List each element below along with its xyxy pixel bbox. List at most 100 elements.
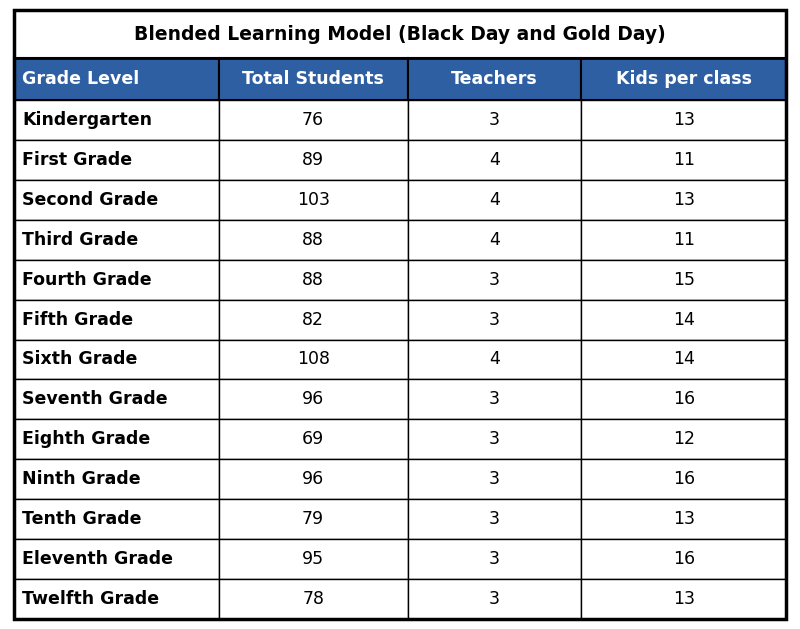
Bar: [14, 459, 218, 499]
Bar: [408, 420, 582, 459]
Bar: [582, 579, 786, 619]
Bar: [14, 539, 218, 579]
Text: Ninth Grade: Ninth Grade: [22, 470, 141, 488]
Text: 15: 15: [673, 270, 694, 289]
Bar: [582, 140, 786, 180]
Text: 3: 3: [489, 391, 500, 408]
Bar: [218, 499, 408, 539]
Text: 3: 3: [489, 111, 500, 129]
Text: 11: 11: [673, 231, 694, 248]
Text: Sixth Grade: Sixth Grade: [22, 350, 138, 369]
Text: 88: 88: [302, 231, 324, 248]
Bar: [408, 459, 582, 499]
Bar: [582, 499, 786, 539]
Text: First Grade: First Grade: [22, 151, 132, 169]
Text: 4: 4: [489, 231, 500, 248]
Bar: [408, 579, 582, 619]
Text: 89: 89: [302, 151, 324, 169]
Bar: [14, 58, 218, 100]
Bar: [582, 100, 786, 140]
Text: Tenth Grade: Tenth Grade: [22, 510, 142, 528]
Text: 13: 13: [673, 590, 694, 608]
Text: 69: 69: [302, 430, 324, 448]
Bar: [408, 140, 582, 180]
Text: Kindergarten: Kindergarten: [22, 111, 152, 129]
Text: Kids per class: Kids per class: [616, 70, 752, 88]
Bar: [582, 420, 786, 459]
Text: 14: 14: [673, 350, 694, 369]
Text: 13: 13: [673, 111, 694, 129]
Text: 96: 96: [302, 470, 324, 488]
Text: 13: 13: [673, 510, 694, 528]
Text: Fourth Grade: Fourth Grade: [22, 270, 152, 289]
Bar: [582, 340, 786, 379]
Text: Seventh Grade: Seventh Grade: [22, 391, 168, 408]
Text: 79: 79: [302, 510, 324, 528]
Bar: [218, 180, 408, 220]
Bar: [408, 340, 582, 379]
Bar: [14, 260, 218, 299]
Bar: [582, 180, 786, 220]
Bar: [14, 340, 218, 379]
Bar: [408, 379, 582, 420]
Text: 16: 16: [673, 550, 694, 568]
Bar: [14, 180, 218, 220]
Text: 4: 4: [489, 151, 500, 169]
Bar: [408, 180, 582, 220]
Bar: [408, 220, 582, 260]
Bar: [582, 260, 786, 299]
Bar: [218, 579, 408, 619]
Text: Teachers: Teachers: [451, 70, 538, 88]
Text: 4: 4: [489, 191, 500, 209]
Text: 82: 82: [302, 311, 324, 328]
Bar: [14, 100, 218, 140]
Bar: [582, 459, 786, 499]
Text: 12: 12: [673, 430, 694, 448]
Text: 13: 13: [673, 191, 694, 209]
Text: 14: 14: [673, 311, 694, 328]
Bar: [14, 299, 218, 340]
Text: Twelfth Grade: Twelfth Grade: [22, 590, 159, 608]
Text: 3: 3: [489, 430, 500, 448]
Text: 3: 3: [489, 550, 500, 568]
Text: Third Grade: Third Grade: [22, 231, 138, 248]
Bar: [582, 299, 786, 340]
Text: Fifth Grade: Fifth Grade: [22, 311, 133, 328]
Bar: [218, 58, 408, 100]
Text: 16: 16: [673, 391, 694, 408]
Bar: [408, 260, 582, 299]
Bar: [14, 140, 218, 180]
Bar: [218, 299, 408, 340]
Text: 78: 78: [302, 590, 324, 608]
Text: 108: 108: [297, 350, 330, 369]
Text: Second Grade: Second Grade: [22, 191, 158, 209]
Bar: [408, 499, 582, 539]
Text: 95: 95: [302, 550, 324, 568]
Bar: [14, 220, 218, 260]
Text: Grade Level: Grade Level: [22, 70, 139, 88]
Bar: [218, 220, 408, 260]
Bar: [582, 539, 786, 579]
Bar: [14, 499, 218, 539]
Text: 16: 16: [673, 470, 694, 488]
Bar: [14, 10, 786, 58]
Text: 4: 4: [489, 350, 500, 369]
Bar: [582, 220, 786, 260]
Bar: [14, 10, 786, 58]
Bar: [582, 379, 786, 420]
Bar: [218, 420, 408, 459]
Bar: [14, 379, 218, 420]
Text: 88: 88: [302, 270, 324, 289]
Bar: [218, 100, 408, 140]
Bar: [582, 58, 786, 100]
Bar: [408, 58, 582, 100]
Bar: [408, 539, 582, 579]
Text: Eleventh Grade: Eleventh Grade: [22, 550, 173, 568]
Bar: [218, 459, 408, 499]
Text: 3: 3: [489, 311, 500, 328]
Text: Eighth Grade: Eighth Grade: [22, 430, 150, 448]
Text: 96: 96: [302, 391, 324, 408]
Bar: [218, 539, 408, 579]
Bar: [408, 299, 582, 340]
Text: 76: 76: [302, 111, 324, 129]
